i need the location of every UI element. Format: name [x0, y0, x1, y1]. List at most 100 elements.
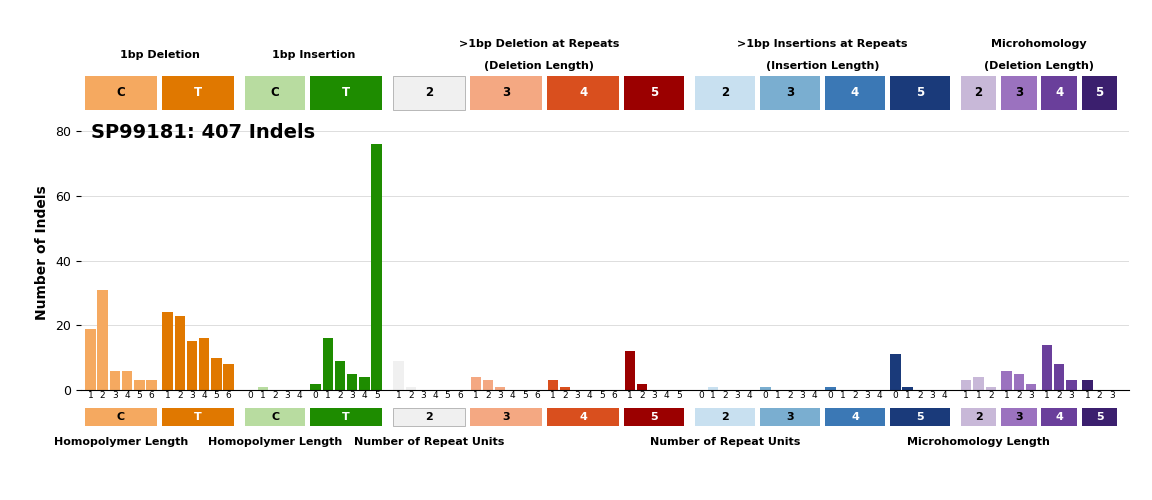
Bar	[1082, 380, 1092, 390]
Text: (Deletion Length): (Deletion Length)	[984, 61, 1094, 71]
FancyBboxPatch shape	[245, 76, 305, 110]
Bar	[1041, 344, 1052, 390]
FancyBboxPatch shape	[961, 408, 996, 426]
Bar	[560, 387, 570, 390]
FancyBboxPatch shape	[1082, 408, 1117, 426]
Text: 1bp Insertion: 1bp Insertion	[272, 50, 355, 60]
Text: 4: 4	[579, 86, 588, 100]
Bar	[211, 358, 221, 390]
Bar	[470, 377, 480, 390]
Text: Microhomology Length: Microhomology Length	[907, 437, 1049, 447]
Text: 2: 2	[975, 86, 983, 100]
Text: 2: 2	[975, 412, 983, 422]
Text: Microhomology: Microhomology	[991, 39, 1086, 49]
Text: 3: 3	[502, 86, 510, 100]
Text: 5: 5	[1096, 412, 1104, 422]
FancyBboxPatch shape	[1041, 408, 1077, 426]
Bar	[973, 377, 984, 390]
Text: T: T	[342, 412, 350, 422]
Bar	[323, 338, 333, 390]
FancyBboxPatch shape	[547, 76, 620, 110]
Bar	[1054, 364, 1064, 390]
FancyBboxPatch shape	[889, 408, 949, 426]
Bar	[547, 380, 558, 390]
Bar	[335, 361, 346, 390]
FancyBboxPatch shape	[470, 408, 543, 426]
Text: 4: 4	[579, 412, 588, 422]
Text: Homopolymer Length: Homopolymer Length	[209, 437, 342, 447]
Bar	[1001, 370, 1011, 390]
Bar	[174, 316, 185, 390]
Text: 4: 4	[1055, 412, 1063, 422]
Bar	[495, 387, 506, 390]
Text: C: C	[118, 412, 126, 422]
Bar	[134, 380, 144, 390]
Bar	[394, 361, 404, 390]
Text: Number of Repeat Units: Number of Repeat Units	[354, 437, 505, 447]
Bar	[98, 290, 108, 390]
Bar	[1067, 380, 1077, 390]
Text: >1bp Deletion at Repeats: >1bp Deletion at Repeats	[458, 39, 619, 49]
FancyBboxPatch shape	[1001, 76, 1037, 110]
FancyBboxPatch shape	[162, 76, 234, 110]
Bar	[624, 351, 635, 390]
Text: C: C	[271, 412, 279, 422]
FancyBboxPatch shape	[760, 408, 820, 426]
FancyBboxPatch shape	[696, 76, 756, 110]
FancyBboxPatch shape	[760, 76, 820, 110]
Text: Homopolymer Length: Homopolymer Length	[54, 437, 188, 447]
Text: >1bp Insertions at Repeats: >1bp Insertions at Repeats	[737, 39, 908, 49]
Text: T: T	[195, 412, 202, 422]
Bar	[985, 387, 996, 390]
Bar	[109, 370, 120, 390]
Bar	[961, 380, 971, 390]
Text: 5: 5	[650, 86, 659, 100]
Text: Number of Repeat Units: Number of Repeat Units	[650, 437, 801, 447]
Bar	[760, 387, 771, 390]
Text: 1bp Deletion: 1bp Deletion	[120, 50, 199, 60]
Text: C: C	[116, 86, 126, 100]
FancyBboxPatch shape	[825, 408, 885, 426]
FancyBboxPatch shape	[624, 408, 684, 426]
FancyBboxPatch shape	[1082, 76, 1117, 110]
FancyBboxPatch shape	[1001, 408, 1037, 426]
FancyBboxPatch shape	[162, 408, 234, 426]
Text: 2: 2	[425, 86, 433, 100]
FancyBboxPatch shape	[624, 76, 684, 110]
Bar	[825, 387, 835, 390]
Bar	[890, 354, 901, 390]
Text: 5: 5	[1096, 86, 1104, 100]
Bar	[223, 364, 234, 390]
FancyBboxPatch shape	[393, 408, 465, 426]
Bar	[310, 384, 320, 390]
FancyBboxPatch shape	[825, 76, 885, 110]
Text: T: T	[194, 86, 202, 100]
Text: 3: 3	[786, 86, 794, 100]
Text: 2: 2	[721, 412, 729, 422]
Bar	[187, 342, 197, 390]
Bar	[371, 144, 381, 390]
Text: 4: 4	[851, 412, 859, 422]
Bar	[122, 370, 132, 390]
Text: 4: 4	[851, 86, 859, 100]
Bar	[347, 374, 357, 390]
Text: (Deletion Length): (Deletion Length)	[484, 61, 593, 71]
Text: 3: 3	[1015, 86, 1023, 100]
Bar	[146, 380, 157, 390]
Bar	[359, 377, 370, 390]
FancyBboxPatch shape	[470, 76, 543, 110]
FancyBboxPatch shape	[961, 76, 996, 110]
Text: (Insertion Length): (Insertion Length)	[766, 61, 879, 71]
Bar	[483, 380, 493, 390]
Text: 3: 3	[1015, 412, 1023, 422]
Bar	[258, 387, 268, 390]
Text: 5: 5	[916, 86, 924, 100]
Bar	[162, 312, 173, 390]
FancyBboxPatch shape	[1041, 76, 1077, 110]
Y-axis label: Number of Indels: Number of Indels	[36, 185, 50, 320]
FancyBboxPatch shape	[310, 76, 382, 110]
Bar	[199, 338, 210, 390]
FancyBboxPatch shape	[245, 408, 305, 426]
Text: T: T	[342, 86, 350, 100]
Text: 3: 3	[787, 412, 794, 422]
